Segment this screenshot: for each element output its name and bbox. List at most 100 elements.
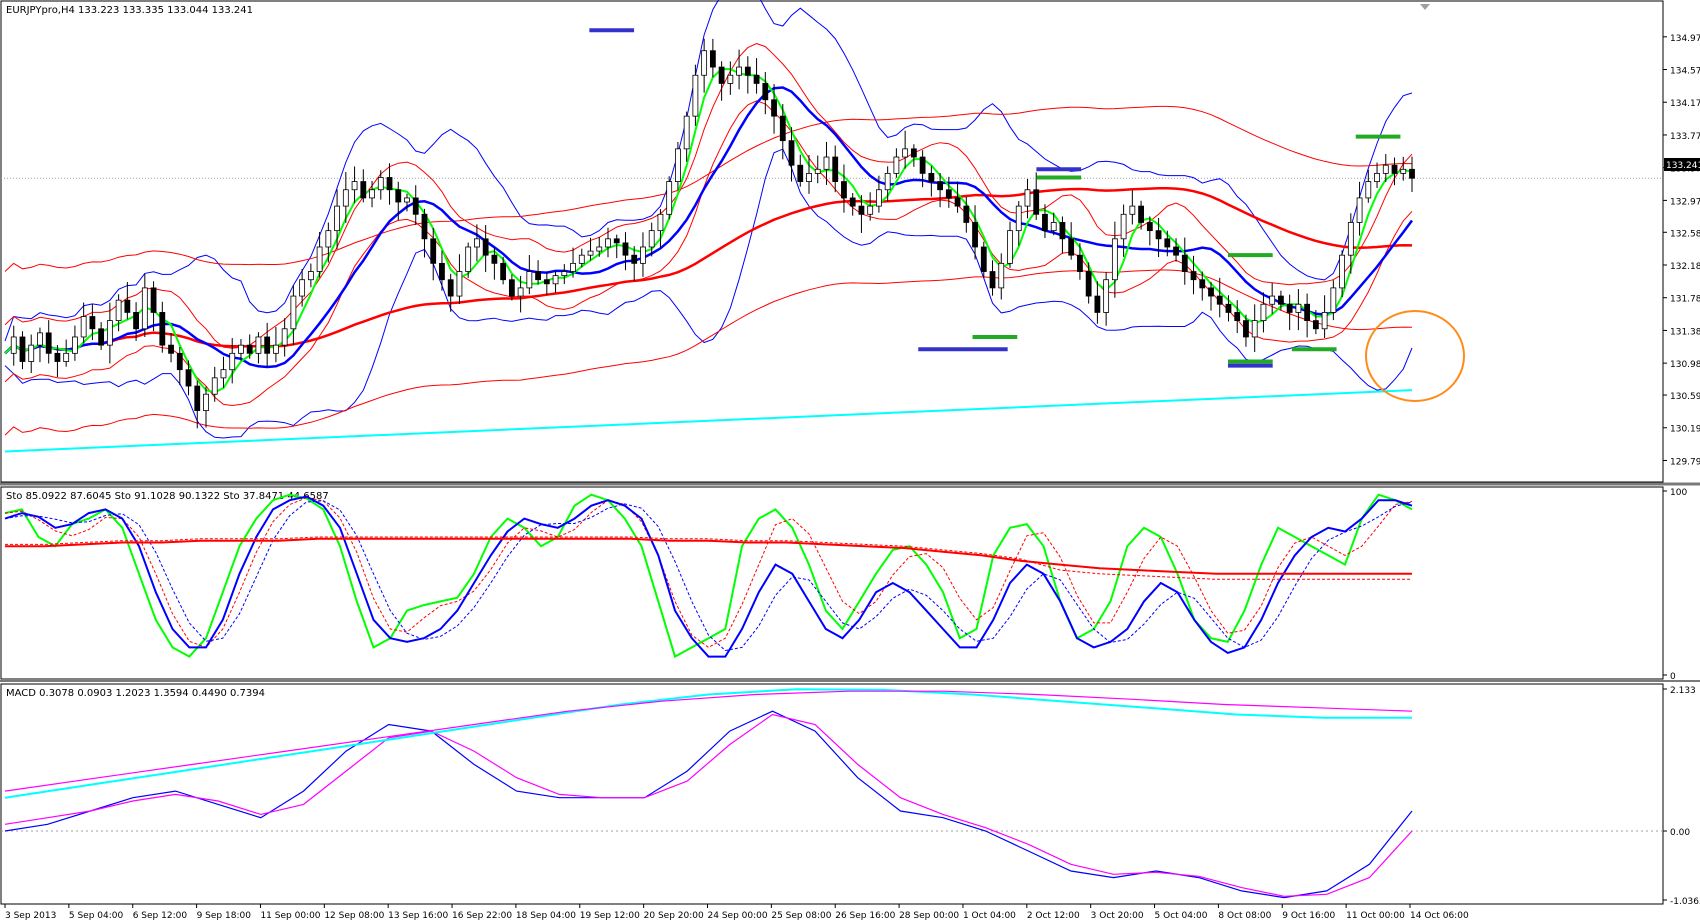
x-tick-label: 14 Oct 06:00 xyxy=(1410,911,1469,921)
level-markers xyxy=(589,28,1401,368)
bull-candle xyxy=(72,336,78,354)
x-tick-label: 1 Oct 04:00 xyxy=(963,911,1016,921)
bull-candle xyxy=(666,181,673,215)
stochastic-y-axis: 100 0 xyxy=(1663,488,1687,682)
bull-candle xyxy=(377,177,384,191)
stochastic-lines xyxy=(4,493,1413,659)
bull-candle xyxy=(893,156,900,174)
bull-candle xyxy=(1015,205,1022,232)
bear-candle xyxy=(1181,254,1188,272)
bollinger-upper-line xyxy=(4,0,1413,342)
macd-lines xyxy=(1,688,1663,899)
bull-candle xyxy=(814,168,821,174)
price-tick-label: 132.580 xyxy=(1670,229,1700,239)
macd-tick-label: 0.00 xyxy=(1670,828,1690,838)
bull-candle xyxy=(10,336,17,354)
price-tick-label: 132.180 xyxy=(1670,262,1700,272)
x-tick-label: 5 Sep 04:00 xyxy=(69,911,124,921)
bollinger-lower-line xyxy=(4,148,1413,439)
bear-candle xyxy=(841,181,847,199)
price-tick-label: 133.770 xyxy=(1670,132,1700,142)
bull-candle xyxy=(1111,238,1118,281)
bull-candle xyxy=(211,377,218,395)
bear-candle xyxy=(176,352,183,371)
highlight-circle xyxy=(1365,310,1465,402)
price-tick-label: 131.380 xyxy=(1670,327,1700,337)
x-tick-label: 9 Sep 18:00 xyxy=(197,911,252,921)
bear-candle xyxy=(185,369,192,387)
macd-header: MACD 0.3078 0.0903 1.2023 1.3594 0.4490 … xyxy=(6,688,265,699)
bull-candle xyxy=(456,271,463,297)
bull-candle xyxy=(1260,303,1267,322)
bull-candle xyxy=(316,246,323,272)
stochastic-red-signal-line xyxy=(5,536,1412,580)
bear-candle xyxy=(762,83,769,101)
bull-candle xyxy=(526,271,533,289)
bull-candle xyxy=(648,230,655,248)
bull-candle xyxy=(675,148,681,182)
bear-candle xyxy=(508,279,515,297)
bear-candle xyxy=(491,254,498,264)
bear-candle xyxy=(159,312,166,346)
x-tick-label: 11 Sep 00:00 xyxy=(260,911,320,921)
bull-candle xyxy=(1295,303,1302,313)
bull-candle xyxy=(727,74,734,84)
envelope-upper-line xyxy=(4,105,1413,272)
bear-candle xyxy=(1042,213,1048,232)
bear-candle xyxy=(89,316,96,330)
bear-candle xyxy=(1225,303,1232,313)
bull-candle xyxy=(28,344,35,362)
price-tick-label: 134.170 xyxy=(1670,99,1700,109)
price-tick-label: 129.790 xyxy=(1670,457,1700,467)
bull-candle xyxy=(902,148,909,158)
bear-candle xyxy=(1085,271,1092,297)
bull-candle xyxy=(203,393,209,411)
bear-candle xyxy=(133,312,139,330)
bear-candle xyxy=(412,197,419,215)
price-tick-label: 130.590 xyxy=(1670,392,1700,402)
stochastic-green-line xyxy=(4,493,1413,659)
x-tick-label: 24 Sep 00:00 xyxy=(708,911,768,921)
stochastic-red-line xyxy=(5,537,1412,575)
bear-candle xyxy=(246,344,253,354)
green-fast-ma-line xyxy=(4,68,1413,394)
bear-candle xyxy=(788,140,795,166)
bear-candle xyxy=(482,238,489,256)
bear-candle xyxy=(945,189,952,199)
x-tick-label: 13 Sep 16:00 xyxy=(388,911,448,921)
x-tick-label: 2 Oct 12:00 xyxy=(1027,911,1080,921)
bear-candle xyxy=(421,213,428,240)
stochastic-panel-frame xyxy=(0,486,1664,680)
bull-candle xyxy=(299,279,306,297)
stochastic-green-signal-line xyxy=(4,497,1413,648)
bear-candle xyxy=(779,115,786,142)
price-tick-label: 134.570 xyxy=(1670,67,1700,77)
bear-candle xyxy=(1155,230,1162,240)
bear-candle xyxy=(771,99,777,117)
bull-candle xyxy=(998,262,1005,289)
bear-candle xyxy=(1173,246,1179,256)
bull-candle xyxy=(334,205,340,232)
bull-candle xyxy=(1400,168,1407,174)
stochastic-blue-line xyxy=(4,495,1413,658)
bull-candle xyxy=(80,316,87,338)
bear-candle xyxy=(709,50,716,68)
bear-candle xyxy=(124,299,131,313)
bear-candle xyxy=(954,197,961,207)
price-tick-label: 130.980 xyxy=(1670,360,1700,370)
bear-candle xyxy=(1138,205,1144,223)
bear-candle xyxy=(150,287,157,313)
price-tick-label: 132.970 xyxy=(1670,197,1700,207)
bear-candle xyxy=(1243,320,1249,338)
bull-candle xyxy=(1330,287,1337,313)
bear-candle xyxy=(1033,189,1040,215)
candles xyxy=(10,38,1415,429)
bull-candle xyxy=(273,344,279,354)
price-panel-frame xyxy=(0,0,1664,483)
bull-candle xyxy=(290,295,297,330)
bull-candle xyxy=(37,332,43,346)
x-tick-label: 16 Sep 22:00 xyxy=(452,911,512,921)
bear-candle xyxy=(980,246,987,272)
bull-candle xyxy=(1103,279,1110,313)
bull-candle xyxy=(141,287,148,330)
